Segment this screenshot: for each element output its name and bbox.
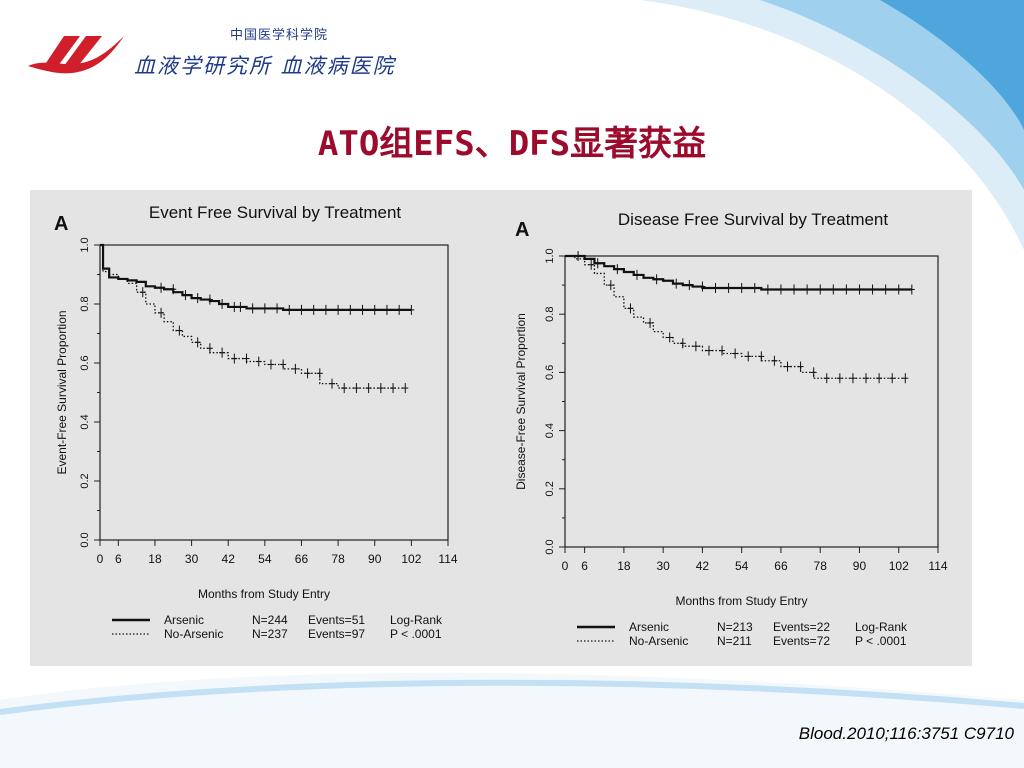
plot-frame bbox=[564, 255, 939, 548]
y-axis-label: Disease-Free Survival Proportion bbox=[514, 313, 528, 490]
legend-p-value: P < .0001 bbox=[390, 627, 442, 641]
panel-letter: A bbox=[54, 213, 68, 235]
efs-chart: A Event Free Survival by Treatment 0.0 0.2 0… bbox=[54, 203, 458, 641]
x-tick-label: 66 bbox=[295, 552, 309, 566]
legend-stat-header: Log-Rank bbox=[390, 613, 443, 627]
x-tick-label: 78 bbox=[814, 559, 828, 573]
legend-n: N=237 bbox=[252, 627, 288, 641]
x-tick-label: 6 bbox=[581, 559, 588, 573]
x-tick-label: 114 bbox=[928, 559, 947, 573]
x-tick-label: 30 bbox=[185, 552, 199, 566]
x-tick-label: 42 bbox=[222, 552, 236, 566]
x-axis-label: Months from Study Entry bbox=[675, 594, 807, 608]
x-tick-label: 90 bbox=[853, 559, 867, 573]
x-tick-label: 6 bbox=[115, 552, 122, 566]
legend-stat-header: Log-Rank bbox=[855, 620, 908, 634]
x-tick-label: 54 bbox=[258, 552, 272, 566]
legend-events: Events=72 bbox=[773, 634, 830, 648]
legend-events: Events=22 bbox=[773, 620, 830, 634]
legend-events: Events=97 bbox=[308, 627, 365, 641]
y-tick-label: 0.6 bbox=[79, 355, 91, 370]
chart-title: Disease Free Survival by Treatment bbox=[618, 210, 888, 229]
slide-title: ATO组EFS、DFS显著获益 bbox=[317, 124, 707, 164]
x-axis-label: Months from Study Entry bbox=[198, 587, 330, 601]
series-line bbox=[100, 244, 406, 389]
x-tick-label: 18 bbox=[617, 559, 631, 573]
dfs-chart: A Disease Free Survival by Treatment 0.0 0.… bbox=[514, 210, 948, 648]
y-tick-label: 0.6 bbox=[544, 365, 556, 380]
y-tick-label: 1.0 bbox=[79, 237, 91, 252]
y-tick-label: 0.0 bbox=[544, 539, 556, 554]
plot-frame bbox=[99, 244, 449, 541]
y-tick-label: 0.4 bbox=[544, 423, 556, 438]
institute-name: 中国医学科学院 bbox=[230, 28, 329, 43]
hospital-name: 血液学研究所 血液病医院 bbox=[134, 54, 396, 78]
figure-panel: A Event Free Survival by Treatment 0.0 0.2 0… bbox=[30, 190, 972, 666]
legend-n: N=213 bbox=[717, 620, 753, 634]
panel-letter: A bbox=[515, 219, 529, 241]
legend-n: N=244 bbox=[252, 613, 288, 627]
legend-label: No-Arsenic bbox=[164, 627, 223, 641]
series-line bbox=[565, 254, 912, 291]
x-tick-label: 42 bbox=[696, 559, 710, 573]
legend-n: N=211 bbox=[717, 634, 752, 648]
x-tick-label: 0 bbox=[97, 552, 104, 566]
y-tick-label: 0.2 bbox=[544, 481, 556, 496]
citation: Blood.2010;116:3751 C9710 bbox=[798, 724, 1014, 743]
series-no-arsenic bbox=[565, 255, 909, 384]
x-tick-label: 54 bbox=[735, 559, 749, 573]
y-tick-label: 0.8 bbox=[79, 296, 91, 311]
y-tick-label: 0.2 bbox=[79, 473, 91, 488]
x-tick-label: 78 bbox=[331, 552, 345, 566]
x-tick-label: 66 bbox=[774, 559, 788, 573]
series-line bbox=[100, 243, 412, 311]
institute-logo: 中国医学科学院 血液学研究所 血液病医院 bbox=[26, 24, 436, 84]
y-tick-label: 0.0 bbox=[79, 532, 91, 547]
red-swoosh-logo-icon bbox=[28, 36, 124, 74]
x-tick-label: 102 bbox=[889, 559, 909, 573]
legend-label: No-Arsenic bbox=[629, 634, 688, 648]
series-arsenic bbox=[100, 243, 415, 315]
chart-title: Event Free Survival by Treatment bbox=[149, 203, 402, 222]
legend-p-value: P < .0001 bbox=[855, 634, 907, 648]
y-axis-label: Event-Free Survival Proportion bbox=[55, 310, 69, 474]
series-arsenic bbox=[565, 251, 915, 295]
x-tick-label: 114 bbox=[438, 552, 457, 566]
legend-label: Arsenic bbox=[164, 613, 204, 627]
x-tick-label: 30 bbox=[656, 559, 670, 573]
legend-label: Arsenic bbox=[629, 620, 669, 634]
x-tick-label: 18 bbox=[148, 552, 162, 566]
legend-events: Events=51 bbox=[308, 613, 365, 627]
y-tick-label: 0.4 bbox=[79, 414, 91, 429]
series-no-arsenic bbox=[100, 244, 409, 394]
x-tick-label: 0 bbox=[562, 559, 569, 573]
y-tick-label: 1.0 bbox=[544, 248, 556, 263]
series-line bbox=[565, 255, 906, 379]
x-tick-label: 102 bbox=[401, 552, 421, 566]
y-tick-label: 0.8 bbox=[544, 307, 556, 322]
x-tick-label: 90 bbox=[368, 552, 382, 566]
